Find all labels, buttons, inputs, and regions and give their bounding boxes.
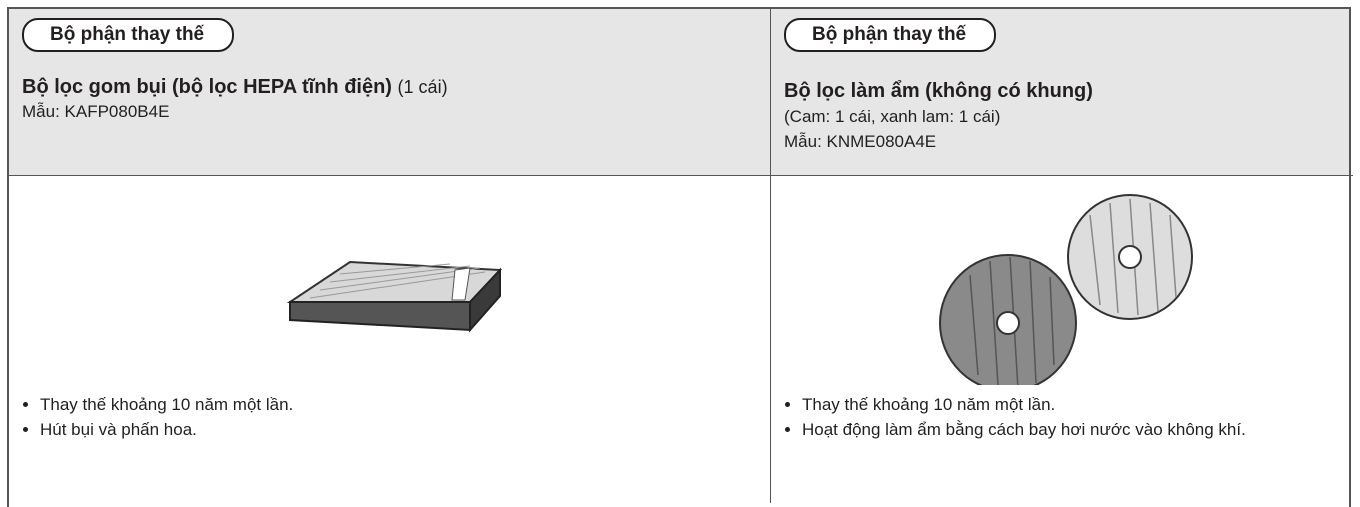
title-suffix: (1 cái) — [397, 77, 448, 97]
badge: Bộ phận thay thế — [22, 18, 235, 52]
bullet-list: Thay thế khoảng 10 năm một lần.Hoạt động… — [784, 392, 1314, 442]
column-divider — [770, 7, 771, 503]
table-frame — [7, 7, 1351, 507]
badge: Bộ phận thay thế — [784, 18, 997, 52]
detail: Mẫu: KNME080A4E — [784, 132, 937, 151]
bullet: Hút bụi và phấn hoa. — [40, 417, 552, 442]
detail: (Cam: 1 cái, xanh lam: 1 cái) — [784, 107, 1001, 126]
title-text: Bộ lọc gom bụi (bộ lọc HEPA tĩnh điện) — [22, 76, 392, 98]
bullet: Hoạt động làm ẩm bằng cách bay hơi nước … — [802, 417, 1314, 442]
humidifying-filter-illustration — [939, 194, 1193, 385]
title: Bộ lọc gom bụi (bộ lọc HEPA tĩnh điện) (… — [22, 76, 448, 99]
detail: Mẫu: KAFP080B4E — [22, 102, 170, 121]
bullet: Thay thế khoảng 10 năm một lần. — [40, 392, 552, 417]
title: Bộ lọc làm ẩm (không có khung) — [784, 80, 1093, 102]
row-divider — [7, 175, 1353, 176]
bullet-list: Thay thế khoảng 10 năm một lần.Hút bụi v… — [22, 392, 552, 442]
bullet: Thay thế khoảng 10 năm một lần. — [802, 392, 1314, 417]
hepa-filter-illustration — [286, 260, 503, 333]
